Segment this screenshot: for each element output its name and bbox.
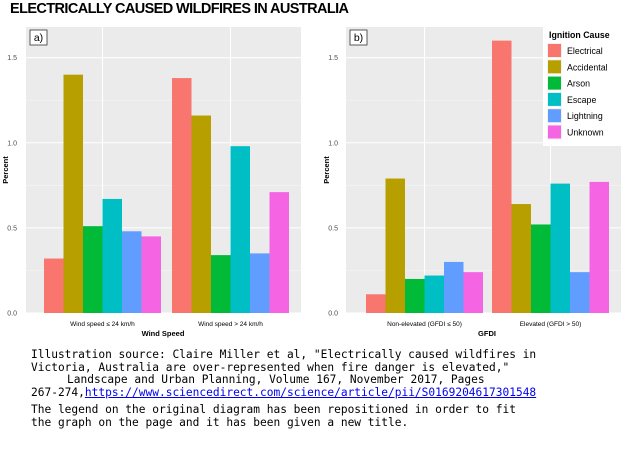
bar — [83, 226, 103, 313]
bar — [444, 261, 464, 313]
legend-label: Lightning — [567, 111, 603, 121]
x-tick-label: Non-elevated (GFDI ≤ 50) — [387, 321, 462, 328]
caption-line: 267-274,https://www.sciencedirect.com/sc… — [31, 385, 621, 400]
bar — [405, 278, 425, 313]
bar — [122, 231, 142, 313]
y-tick-label: 0.5 — [328, 225, 338, 232]
bar — [211, 255, 231, 313]
bar — [102, 198, 122, 313]
bar — [385, 178, 405, 313]
x-tick-label: Wind speed > 24 km/h — [198, 321, 263, 328]
legend-key — [548, 125, 561, 139]
bar — [550, 183, 570, 313]
legend-label: Unknown — [567, 128, 604, 138]
y-axis-title: Percent — [1, 156, 10, 184]
bar — [589, 181, 609, 313]
bar — [570, 272, 590, 313]
y-tick-label: 0.5 — [7, 225, 17, 232]
x-axis-title: Wind Speed — [142, 329, 185, 338]
source-link[interactable]: https://www.sciencedirect.com/science/ar… — [84, 385, 537, 399]
legend-key — [548, 109, 561, 123]
bar — [230, 146, 250, 313]
y-tick-label: 0.0 — [328, 311, 338, 318]
panel-label-box — [349, 29, 368, 46]
legend-key — [548, 92, 561, 106]
x-axis-title: GFDI — [478, 329, 496, 338]
panel-label-box — [29, 29, 48, 46]
y-tick-label: 0.0 — [7, 311, 17, 318]
bar — [424, 275, 444, 313]
legend-key — [548, 76, 561, 90]
page-title: ELECTRICALLY CAUSED WILDFIRES IN AUSTRAL… — [10, 1, 349, 17]
x-tick-label: Wind speed ≤ 24 km/h — [70, 321, 135, 328]
legend-label: Escape — [567, 95, 596, 105]
x-tick-label: Elevated (GFDI > 50) — [520, 321, 582, 328]
bar — [463, 272, 483, 313]
bar — [366, 294, 386, 313]
caption-line: Victoria, Australia are over-represented… — [31, 360, 510, 374]
panel-label: a) — [34, 32, 43, 44]
y-tick-label: 1.0 — [328, 140, 338, 147]
bar — [511, 204, 531, 313]
y-tick-label: 1.5 — [7, 55, 17, 62]
bar — [492, 40, 512, 313]
caption-line: Illustration source: Claire Miller et al… — [31, 348, 537, 361]
legend-title: Ignition Cause — [549, 30, 610, 40]
bar — [269, 192, 289, 313]
legend-label: Arson — [567, 79, 590, 89]
panel-label: b) — [354, 32, 363, 44]
legend-label: Electrical — [567, 46, 603, 56]
bar — [531, 224, 551, 313]
y-axis-title: Percent — [322, 156, 331, 184]
bar — [250, 253, 270, 313]
bar — [191, 115, 211, 314]
bar — [63, 74, 83, 314]
bar — [44, 258, 64, 313]
y-tick-label: 1.0 — [7, 140, 17, 147]
legend-key — [548, 60, 561, 74]
bar — [141, 236, 161, 313]
legend-note-line: the graph on the page and it has been gi… — [31, 415, 409, 429]
y-tick-label: 1.5 — [328, 55, 338, 62]
legend-key — [548, 44, 561, 57]
legend-note-line: The legend on the original diagram has b… — [31, 403, 516, 416]
caption-pages: 267-274, — [31, 385, 85, 399]
bar — [172, 78, 192, 313]
source-caption: Illustration source: Claire Miller et al… — [31, 348, 621, 429]
charts-figure: 0.0 0.5 1.0 1.5 Wind speed ≤ 24 km/h Wind spe… — [1, 27, 621, 338]
caption-line: Landscape and Urban Planning, Volume 167… — [67, 373, 485, 386]
legend-label: Accidental — [567, 62, 608, 72]
